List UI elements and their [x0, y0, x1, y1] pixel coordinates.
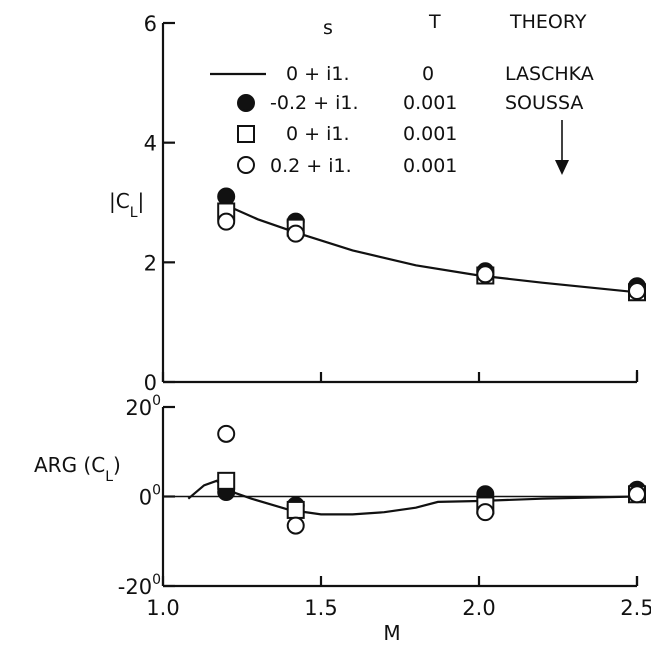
legend-row4-t: 0.001: [403, 155, 457, 177]
legend-row1-t: 0: [422, 63, 434, 85]
top-y-tick-label: 4: [144, 132, 157, 156]
bottom-y-tick-label: 00: [139, 483, 161, 510]
legend-header-t: T: [428, 11, 441, 33]
soussa-arrow-head-icon: [555, 160, 569, 175]
top-x-ticks: [161, 372, 639, 382]
top-y-tick-label: 6: [144, 12, 157, 36]
legend-row2-s: -0.2 + i1.: [270, 92, 358, 114]
top-open-circle-point: [476, 265, 495, 284]
bottom-y-ticks: -200 00 200: [118, 393, 175, 599]
top-y-tick-label: 2: [144, 251, 157, 275]
legend-header-s: s: [323, 17, 333, 39]
top-open-circle-point: [217, 212, 236, 231]
legend-open-square: [237, 125, 255, 143]
bottom-open-square-point: [217, 471, 236, 490]
bottom-x-tick-label: 1.0: [146, 596, 179, 620]
top-theory-curve: [219, 201, 638, 294]
bottom-y-tick-label: 200: [125, 393, 161, 420]
legend-row2-theory: SOUSSA: [505, 92, 583, 114]
top-y-ticks: 0 2 4 6: [144, 12, 175, 395]
legend-row3-s: 0 + i1.: [286, 123, 350, 145]
top-filled-circle-point: [217, 187, 236, 206]
soussa-arrow: [555, 120, 569, 175]
bottom-open-circle-point: [217, 424, 236, 443]
bottom-x-ticks: 1.0 1.5 2.0 2.5: [146, 576, 651, 620]
bottom-open-circle-point: [476, 503, 495, 522]
legend-row1-s: 0 + i1.: [286, 63, 350, 85]
bottom-theory-curve: [187, 479, 638, 516]
top-y-tick-label: 0: [144, 371, 157, 395]
bottom-y-axis-title: ARG (CL): [34, 453, 121, 485]
bottom-open-circle-point: [628, 485, 646, 504]
legend-filled-circle: [237, 94, 255, 112]
top-open-circle-point: [628, 282, 646, 301]
x-axis-title: M: [383, 621, 400, 645]
legend-row3-t: 0.001: [403, 123, 457, 145]
legend-row2-t: 0.001: [403, 92, 457, 114]
bottom-open-square-point: [286, 500, 305, 519]
legend-row1-theory: LASCHKA: [505, 63, 594, 85]
bottom-open-circle-point: [286, 516, 305, 535]
top-open-circle-point: [286, 224, 305, 243]
top-data-marks: [217, 187, 646, 302]
legend-row4-s: 0.2 + i1.: [270, 155, 352, 177]
bottom-data-marks: [163, 424, 646, 535]
bottom-x-tick-label: 2.0: [462, 596, 495, 620]
top-y-axis-title: |CL|: [109, 189, 144, 221]
legend-open-circle: [237, 156, 255, 174]
bottom-x-tick-label: 1.5: [304, 596, 337, 620]
bottom-x-tick-label: 2.5: [620, 596, 651, 620]
bottom-y-tick-label: -200: [118, 572, 161, 599]
legend-header-theory: THEORY: [509, 11, 587, 33]
legend: s T THEORY 0 + i1. 0 LASCHKA -0.2 + i1. …: [210, 11, 594, 177]
